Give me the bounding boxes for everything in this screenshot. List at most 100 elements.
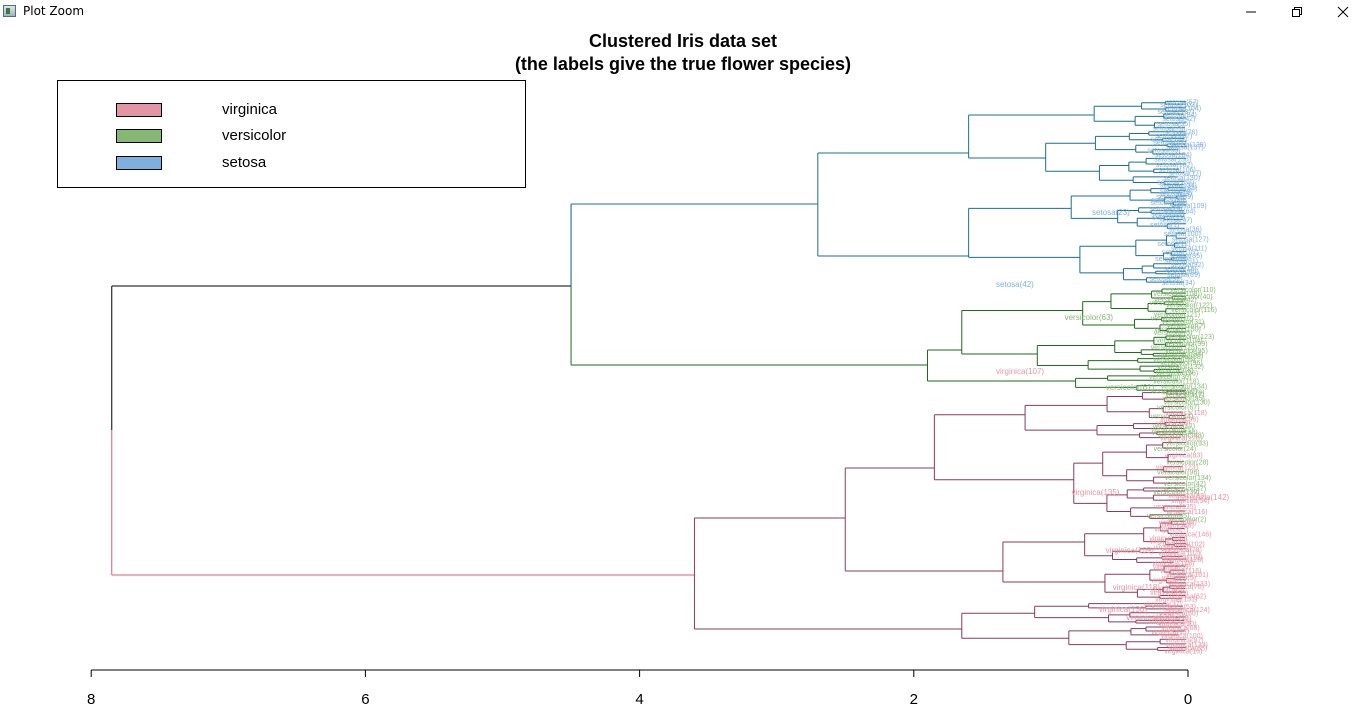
leaf-label-virginica-mix-515: virginica(83) (1168, 493, 1206, 500)
maximize-button[interactable] (1274, 0, 1320, 24)
leaf-label-virginica-mix-411: versicolor(95) (1162, 396, 1204, 403)
x-tick-label-0: 0 (1184, 691, 1192, 708)
leaf-label-versicolor-a-363: versicolor(132) (1158, 364, 1204, 371)
leaf-label-setosa-b-174: setosa(97) (1159, 218, 1192, 225)
leaf-label-virginica-c-651: virginica(131) (1155, 596, 1197, 603)
leaf-label-virginica-c-649: virginica(62) (1168, 594, 1206, 601)
close-button[interactable] (1320, 0, 1366, 24)
leaf-label-setosa-a-15: setosa(103) (1160, 102, 1197, 109)
leaf-label-versicolor-61-: versicolor(61) (1106, 383, 1155, 392)
x-tick-label-4: 4 (635, 691, 643, 708)
leaf-label-setosa-a-104: setosa(130) (1163, 175, 1200, 182)
leaf-label-setosa-b-130: setosa(29) (1160, 188, 1193, 195)
leaf-label-setosa-a-60: setosa(132) (1151, 136, 1188, 143)
leaf-label-versicolor-a-370: versicolor(96) (1156, 370, 1198, 377)
leaf-label-virginica-mix-525: virginica(135) (1154, 504, 1196, 511)
leaf-label-virginica-d-701: virginica(100) (1161, 633, 1203, 640)
leaf-label-setosa-b-246: setosa(92) (1150, 276, 1183, 283)
leaf-label-versicolor-a-291: versicolor(121) (1154, 312, 1200, 319)
leaf-label-versicolor-a-272: versicolor(40) (1170, 294, 1212, 301)
leaf-label-virginica-136-: virginica(136) (1099, 605, 1147, 614)
leaf-label-virginica-mix-406: versicolor(7) (1166, 392, 1205, 399)
legend-label-setosa: setosa (222, 154, 267, 171)
leaf-label-virginica-mix-457: virginica(126) (1160, 436, 1202, 443)
leaf-label-virginica-mix-497: versicolor(42) (1164, 481, 1206, 488)
leaf-label-setosa-a-109: setosa(133) (1157, 179, 1194, 186)
leaf-label-setosa-b-248: setosa(34) (1162, 280, 1195, 287)
x-axis: 8 6 4 2 0 (87, 669, 1192, 708)
leaf-label-versicolor-a-306: versicolor(7) (1167, 323, 1206, 330)
leaf-label-virginica-mix-488: virginica(123) (1156, 465, 1198, 472)
leaf-label-virginica-mix-421: versicolor(67) (1157, 405, 1199, 412)
leaf-label-virginica-c-644: virginica(31) (1150, 590, 1188, 597)
leaf-label-versicolor-a-329: versicolor(104) (1156, 337, 1202, 344)
close-icon (1337, 6, 1349, 18)
leaf-label-virginica-d-662: virginica(37) (1144, 602, 1182, 609)
leaf-label-virginica-mix-455: versicolor(148) (1158, 433, 1204, 440)
leaf-label-versicolor-a-336: versicolor(125) (1151, 344, 1197, 351)
leaf-label-setosa-a-53: setosa(76) (1165, 130, 1198, 137)
legend-item-setosa: setosa (58, 152, 525, 176)
leaf-label-versicolor-a-311: versicolor(150) (1155, 327, 1201, 334)
leaf-label-versicolor-a-299: versicolor(10) (1151, 316, 1193, 323)
leaf-label-virginica-c-599: virginica(145) (1152, 560, 1194, 567)
leaf-label-setosa-a-32: setosa(42) (1162, 116, 1195, 123)
leaf-label-setosa-a-90: setosa(136) (1154, 156, 1191, 163)
leaf-label-setosa-23-: setosa(23) (1092, 208, 1130, 217)
leaf-label-virginica-d-669: virginica(124) (1168, 607, 1210, 614)
leaf-label-virginica-c-610: virginica(59) (1153, 564, 1191, 571)
leaf-label-virginica-d-677: virginica(60) (1160, 611, 1198, 618)
leaf-label-setosa-b-140: setosa(109) (1156, 194, 1193, 201)
leaf-label-virginica-107-: virginica(107) (996, 367, 1044, 376)
leaf-label-virginica-mix-534: versicolor(2) (1168, 516, 1207, 523)
leaf-label-virginica-109-: virginica(109) (1106, 546, 1154, 555)
leaf-label-versicolor-a-313: versicolor(5) (1154, 330, 1193, 337)
leaf-label-virginica-c-587: virginica(102) (1158, 551, 1200, 558)
leaf-label-setosa-a-39: setosa(78) (1153, 126, 1186, 133)
leaf-label-setosa-b-147: setosa(144) (1151, 200, 1188, 207)
leaf-label-virginica-mix-478: virginica(83) (1165, 453, 1203, 460)
leaf-label-setosa-b-239: setosa(50) (1166, 269, 1199, 276)
legend-swatch-setosa (116, 156, 162, 170)
leaf-label-setosa-b-234: setosa(18) (1164, 266, 1197, 273)
leaf-label-setosa-b-202: setosa(12) (1158, 241, 1191, 248)
minimize-button[interactable] (1228, 0, 1274, 24)
leaf-label-setosa-b-149: setosa(109) (1170, 203, 1207, 210)
leaf-label-setosa-a-37: setosa(55) (1158, 121, 1191, 128)
leaf-label-virginica-135-: virginica(135) (1071, 488, 1119, 497)
leaf-label-setosa-b-241: setosa(89) (1167, 272, 1200, 279)
leaf-label-virginica-mix-473: versicolor(24) (1154, 446, 1196, 453)
legend-label-versicolor: versicolor (222, 127, 287, 144)
leaf-label-setosa-a-111: setosa(134) (1160, 183, 1197, 190)
leaf-label-versicolor-b-385: versicolor(134) (1161, 384, 1207, 391)
leaf-label-virginica-c-558: virginica(7) (1154, 527, 1188, 534)
leaf-label-setosa-a-79: setosa(104) (1155, 152, 1192, 159)
leaf-label-versicolor-a-267: versicolor(108) (1153, 291, 1199, 298)
leaf-label-versicolor-a-341: versicolor(95) (1165, 348, 1207, 355)
leaf-label-virginica-c-551: virginica(60) (1159, 519, 1197, 526)
leaf-label-virginica-d-718: virginica(15) (1164, 648, 1202, 655)
leaf-label-virginica-c-570: virginica(99) (1150, 539, 1188, 546)
leaf-label-setosa-a-92: setosa(102) (1156, 162, 1193, 169)
leaf-label-versicolor-a-368: versicolor(8) (1155, 367, 1194, 374)
leaf-label-setosa-b-219: setosa(89) (1155, 256, 1188, 263)
legend-label-virginica: virginica (222, 101, 278, 118)
leaf-label-setosa-a-77: setosa(93) (1147, 148, 1180, 155)
leaf-label-virginica-c-577: virginica(37) (1154, 544, 1192, 551)
leaf-label-setosa-b-181: setosa(36) (1169, 226, 1202, 233)
leaf-label-virginica-mix-404: versicolor(78) (1162, 389, 1204, 396)
window-titlebar: Plot Zoom (0, 0, 1366, 24)
leaf-label-virginica-d-711: virginica(133) (1166, 642, 1208, 649)
leaf-label-setosa-b-128: setosa(84) (1164, 186, 1197, 193)
leaf-label-versicolor-a-274: versicolor(42) (1154, 297, 1196, 304)
leaf-label-virginica-d-699: virginica(13) (1151, 629, 1189, 636)
leaf-label-setosa-42-: setosa(42) (996, 280, 1034, 289)
leaf-label-setosa-a-13: setosa(57) (1166, 99, 1199, 106)
leaf-label-versicolor-a-358: versicolor(96) (1160, 360, 1202, 367)
app-icon (3, 5, 16, 17)
leaf-label-setosa-b-204: setosa(111) (1171, 245, 1207, 252)
leaf-label-versicolor-a-265: versicolor(110) (1170, 287, 1216, 294)
leaf-label-virginica-d-716: virginica(55) (1169, 646, 1207, 653)
leaf-label-virginica-118-: virginica(118) (1113, 583, 1161, 592)
legend-item-versicolor: versicolor (58, 125, 525, 149)
